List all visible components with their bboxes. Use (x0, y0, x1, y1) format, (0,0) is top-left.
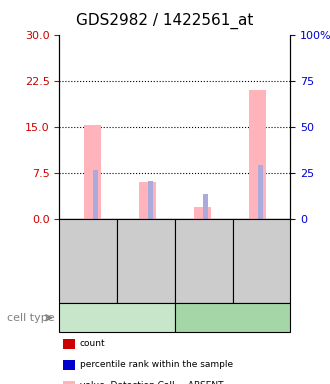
Text: percentile rank within the sample: percentile rank within the sample (80, 360, 233, 369)
Text: GSM224733: GSM224733 (84, 234, 93, 288)
Text: GSM224734: GSM224734 (199, 234, 208, 288)
Text: GSM224735: GSM224735 (142, 234, 150, 288)
Bar (203, 194, 209, 219)
Text: intestinal macrophage: intestinal macrophage (182, 313, 283, 322)
Bar (139, 182, 156, 219)
Text: cell type: cell type (7, 313, 54, 323)
Bar (258, 166, 263, 219)
Bar (194, 207, 211, 219)
Bar (83, 126, 101, 219)
Text: count: count (80, 339, 106, 348)
Bar (248, 90, 266, 219)
Bar (93, 170, 98, 219)
Text: value, Detection Call = ABSENT: value, Detection Call = ABSENT (80, 381, 223, 384)
Bar (148, 181, 153, 219)
Text: GDS2982 / 1422561_at: GDS2982 / 1422561_at (76, 13, 254, 29)
Text: GSM224736: GSM224736 (257, 234, 266, 288)
Text: splenic macrophage: splenic macrophage (71, 313, 163, 322)
